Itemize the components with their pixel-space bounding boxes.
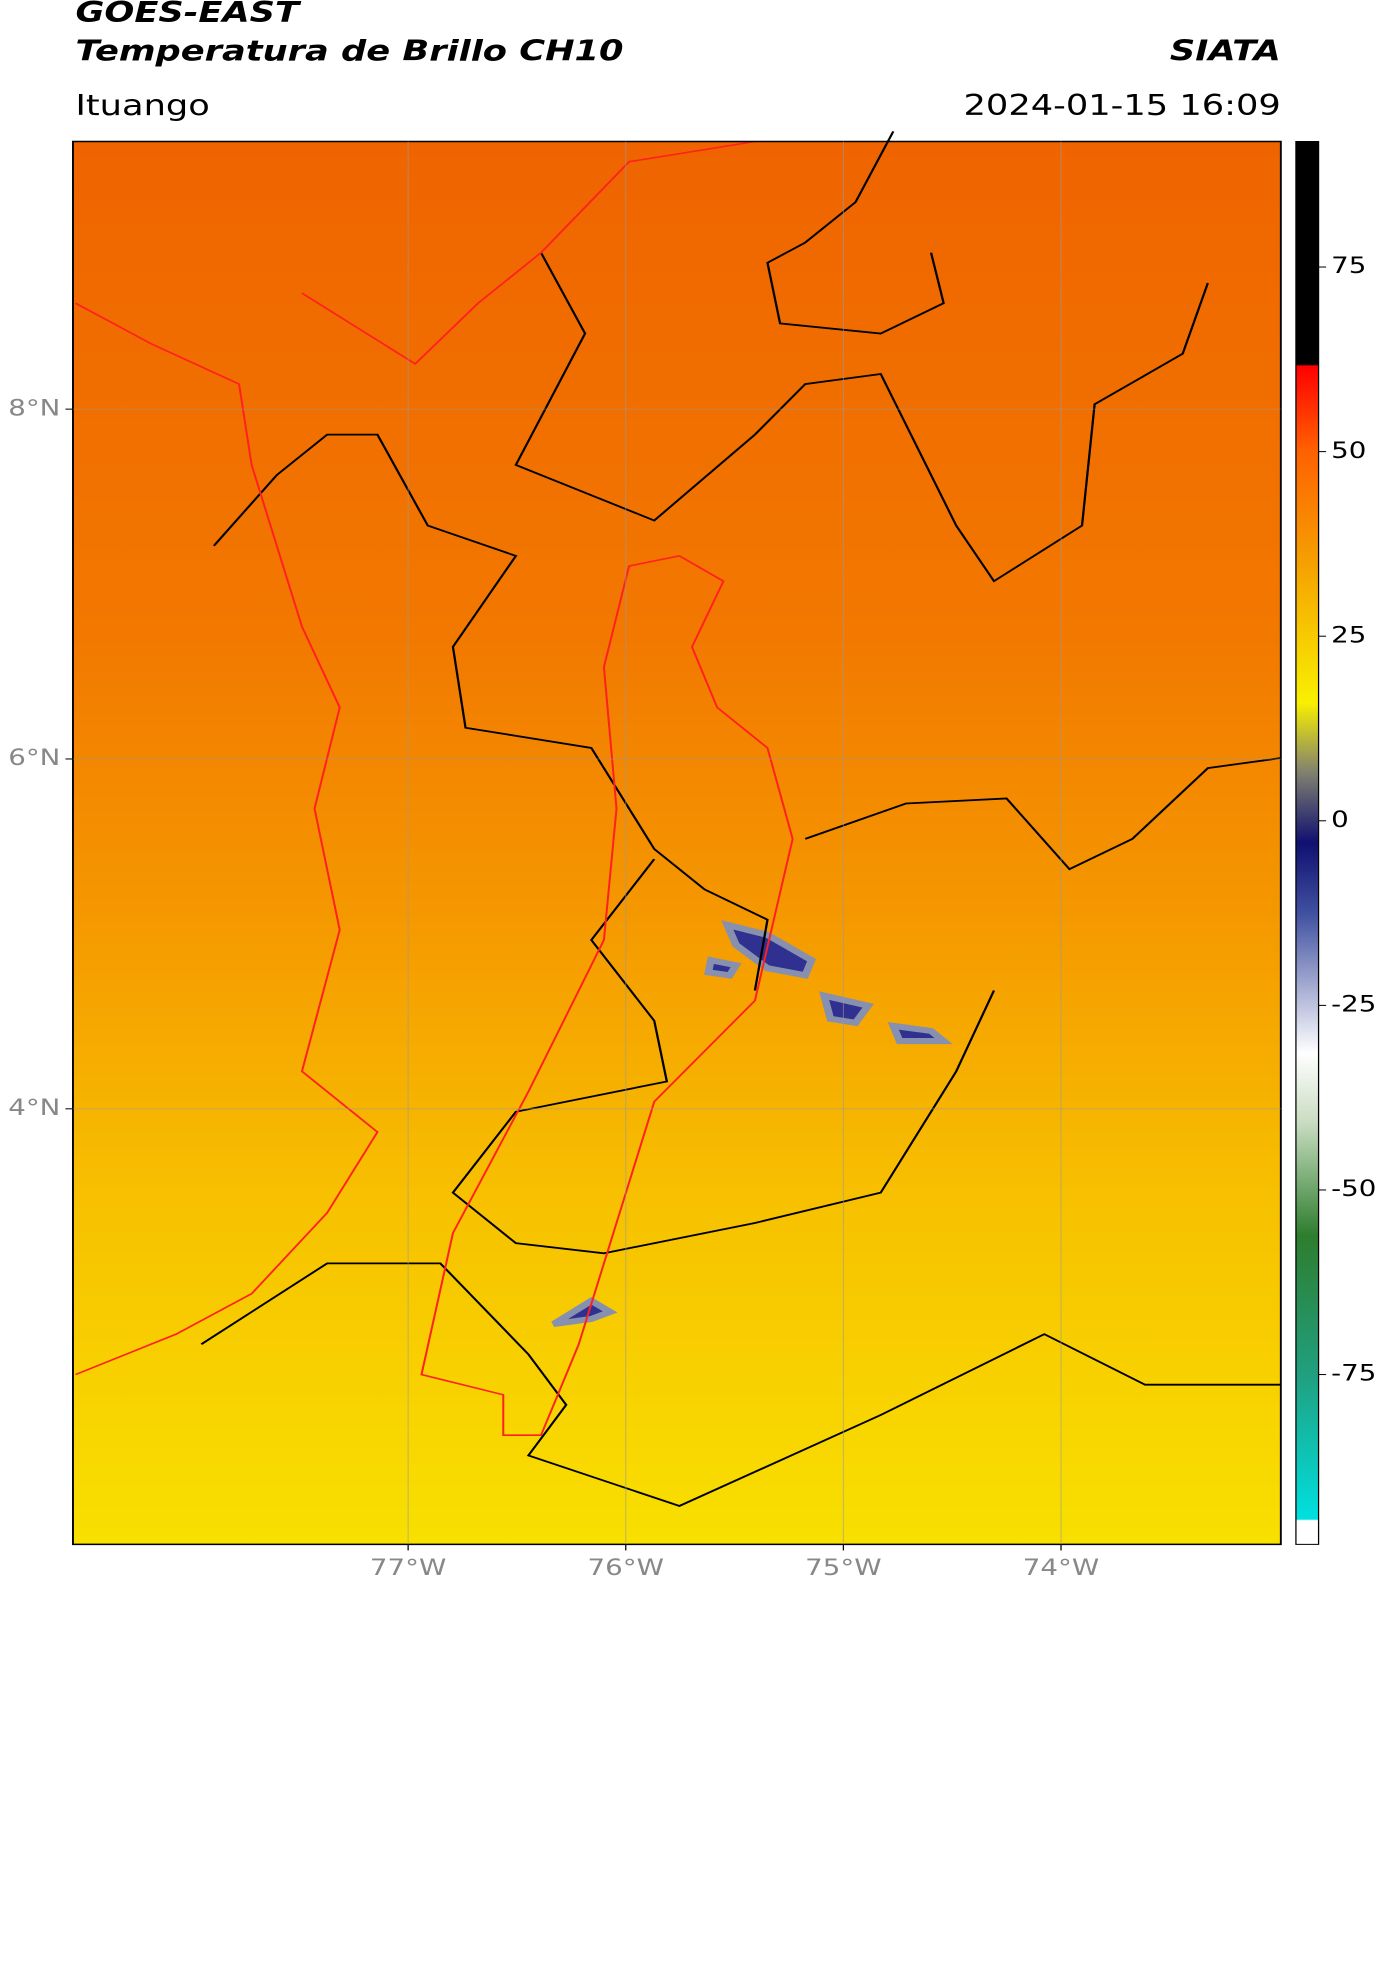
lon-tick-label: 75°W bbox=[805, 1554, 881, 1580]
axes: 8°N 6°N 4°N 77°W 76°W 75°W 74°W 75 50 25 0 -25 -50 -7… bbox=[8, 141, 1376, 1580]
title: GOES-EAST bbox=[75, 0, 301, 29]
lon-tick-label: 77°W bbox=[370, 1554, 446, 1580]
location: Ituango bbox=[75, 89, 209, 123]
map-image bbox=[72, 141, 1281, 1545]
lat-tick-label: 4°N bbox=[8, 1095, 60, 1121]
subtitle: Temperatura de Brillo CH10 bbox=[75, 34, 623, 68]
colorbar-tick-label: 75 bbox=[1331, 253, 1366, 279]
source: SIATA bbox=[1170, 34, 1281, 68]
colorbar-tick-label: 50 bbox=[1331, 437, 1366, 463]
coast-basin bbox=[74, 140, 794, 1437]
colorbar-tick-label: 25 bbox=[1331, 622, 1366, 648]
colorbar-tick-label: -75 bbox=[1331, 1360, 1376, 1386]
cloud-tops bbox=[551, 920, 953, 1328]
datetime: 2024-01-15 16:09 bbox=[964, 89, 1281, 123]
lat-tick-label: 8°N bbox=[8, 395, 60, 421]
map bbox=[72, 131, 1282, 1546]
map-frame bbox=[72, 140, 1282, 1546]
colorbar bbox=[1295, 140, 1320, 1545]
lon-tick-label: 74°W bbox=[1023, 1554, 1099, 1580]
lat-tick-label: 6°N bbox=[8, 745, 60, 771]
colorbar-tick-label: -50 bbox=[1331, 1176, 1376, 1202]
colorbar-tick-label: -25 bbox=[1331, 991, 1376, 1017]
colorbar-tick-label: 0 bbox=[1331, 807, 1349, 833]
borders bbox=[200, 131, 1282, 1507]
lon-tick-label: 76°W bbox=[588, 1554, 664, 1580]
